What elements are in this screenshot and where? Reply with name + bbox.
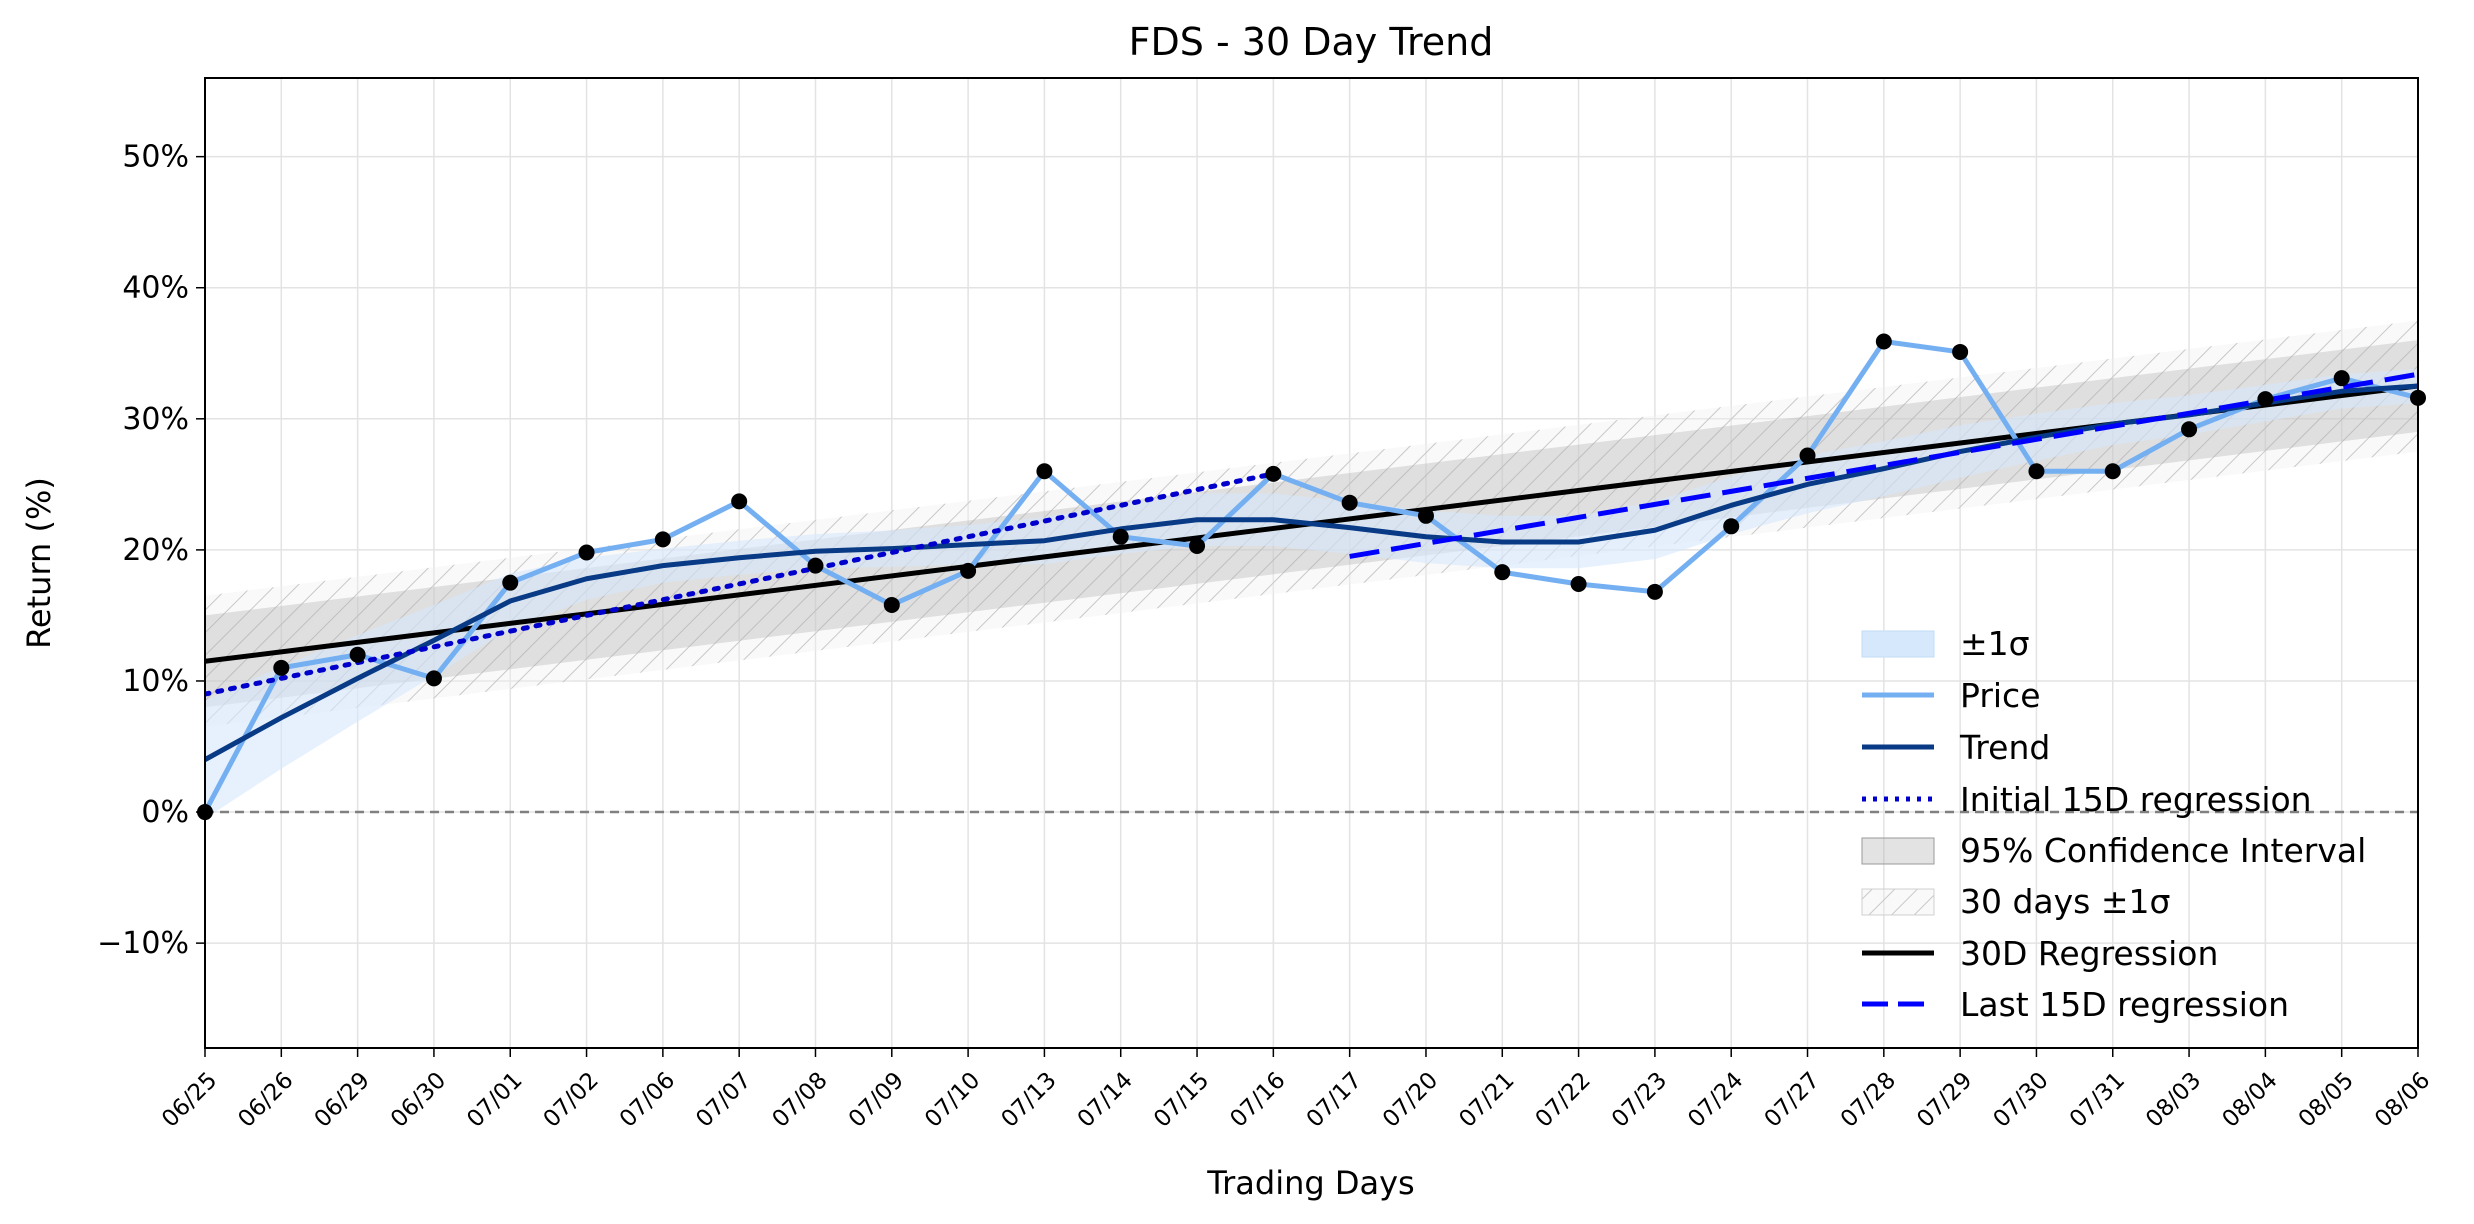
price-point	[1341, 494, 1358, 511]
x-tick-label: 08/03	[2141, 1067, 2206, 1132]
price-point	[578, 544, 595, 561]
price-point	[425, 670, 442, 687]
x-tick-label: 07/17	[1302, 1067, 1367, 1132]
x-tick-label: 08/06	[2370, 1067, 2435, 1132]
legend-initial: Initial 15D regression	[1960, 780, 2312, 819]
price-point	[2104, 463, 2121, 480]
price-point	[2181, 421, 2198, 438]
x-tick-label: 07/01	[462, 1067, 527, 1132]
price-point	[1570, 575, 1587, 592]
legend-band-sigma: ±1σ	[1960, 624, 2030, 663]
price-point	[1646, 583, 1663, 600]
x-tick-label: 07/06	[615, 1067, 680, 1132]
x-tick-label: 07/16	[1225, 1067, 1290, 1132]
x-tick-label: 07/08	[768, 1067, 833, 1132]
price-point	[502, 574, 519, 591]
x-tick-label: 07/28	[1836, 1067, 1901, 1132]
x-axis-label: Trading Days	[1206, 1164, 1414, 1202]
price-markers	[197, 333, 2426, 821]
x-tick-label: 08/04	[2217, 1067, 2282, 1132]
y-tick-label: 20%	[122, 533, 189, 568]
y-tick-label: 10%	[122, 664, 189, 699]
series-trend-line	[205, 383, 2418, 762]
legend-30d-sigma: 30 days ±1σ	[1960, 882, 2170, 921]
series-lines	[205, 338, 2418, 814]
plot-frame	[204, 77, 2419, 1049]
price-point	[883, 596, 900, 613]
legend-30d-sigma-swatch	[1861, 888, 1935, 916]
x-tick-label: 07/13	[996, 1067, 1061, 1132]
y-tick-label: 0%	[141, 795, 189, 830]
price-point	[1036, 463, 1053, 480]
y-tick-label: 50%	[122, 140, 189, 175]
price-point	[1875, 333, 1892, 350]
x-ticks: 06/25 06/26 06/29 06/30 07/01 07/02 07/06 07/07…	[157, 1048, 2435, 1133]
price-point	[654, 531, 671, 548]
series-price-line	[205, 338, 2418, 814]
x-tick-label: 06/25	[157, 1067, 222, 1132]
price-point	[1417, 507, 1434, 524]
x-tick-label: 06/30	[386, 1067, 451, 1132]
x-tick-label: 07/30	[1988, 1067, 2053, 1132]
price-point	[1189, 537, 1206, 554]
price-point	[349, 646, 366, 663]
band-sigma	[205, 369, 2418, 819]
price-point	[1723, 518, 1740, 535]
price-point	[1799, 447, 1816, 464]
legend-ci: 95% Confidence Interval	[1960, 831, 2366, 870]
price-point	[1952, 343, 1969, 360]
chart-title: FDS - 30 Day Trend	[1129, 20, 1494, 64]
x-tick-label: 07/29	[1912, 1067, 1977, 1132]
x-tick-label: 07/27	[1760, 1067, 1825, 1132]
price-point	[1265, 465, 1282, 482]
y-axis-label: Return (%)	[20, 477, 58, 649]
y-tick-label: 40%	[122, 271, 189, 306]
series-last-15d	[1349, 371, 2418, 559]
x-tick-label: 07/14	[1073, 1067, 1138, 1132]
x-tick-label: 07/31	[2065, 1067, 2130, 1132]
price-point	[2257, 391, 2274, 408]
legend-last: Last 15D regression	[1960, 985, 2289, 1024]
legend: ±1σ Price Trend Initial 15D regression 9…	[1861, 624, 2366, 1024]
price-point	[273, 659, 290, 676]
price-point	[2028, 463, 2045, 480]
x-tick-label: 07/22	[1531, 1067, 1596, 1132]
x-tick-label: 06/29	[310, 1067, 375, 1132]
legend-ci-swatch	[1861, 837, 1935, 865]
series-initial-15d	[205, 471, 1276, 697]
x-tick-label: 07/15	[1149, 1067, 1214, 1132]
x-tick-label: 07/21	[1454, 1067, 1519, 1132]
price-point	[731, 493, 748, 510]
y-tick-label: −10%	[97, 926, 189, 961]
legend-30d: 30D Regression	[1960, 934, 2218, 973]
x-tick-label: 07/20	[1378, 1067, 1443, 1132]
price-point	[960, 562, 977, 579]
x-tick-label: 08/05	[2294, 1067, 2359, 1132]
y-ticks: −10% 0% 10% 20% 30% 40% 50%	[97, 140, 205, 961]
price-point	[1112, 528, 1129, 545]
legend-price: Price	[1960, 676, 2041, 715]
x-tick-label: 07/07	[691, 1067, 756, 1132]
price-point	[1494, 564, 1511, 581]
x-tick-label: 07/09	[844, 1067, 909, 1132]
price-point	[2333, 370, 2350, 387]
legend-band-sigma-swatch	[1861, 630, 1935, 658]
y-tick-label: 30%	[122, 402, 189, 437]
legend-trend: Trend	[1959, 728, 2050, 767]
x-tick-label: 07/02	[539, 1067, 604, 1132]
x-tick-label: 07/23	[1607, 1067, 1672, 1132]
x-tick-label: 07/10	[920, 1067, 985, 1132]
x-tick-label: 06/26	[233, 1067, 298, 1132]
x-tick-label: 07/24	[1683, 1067, 1748, 1132]
price-point	[807, 557, 824, 574]
